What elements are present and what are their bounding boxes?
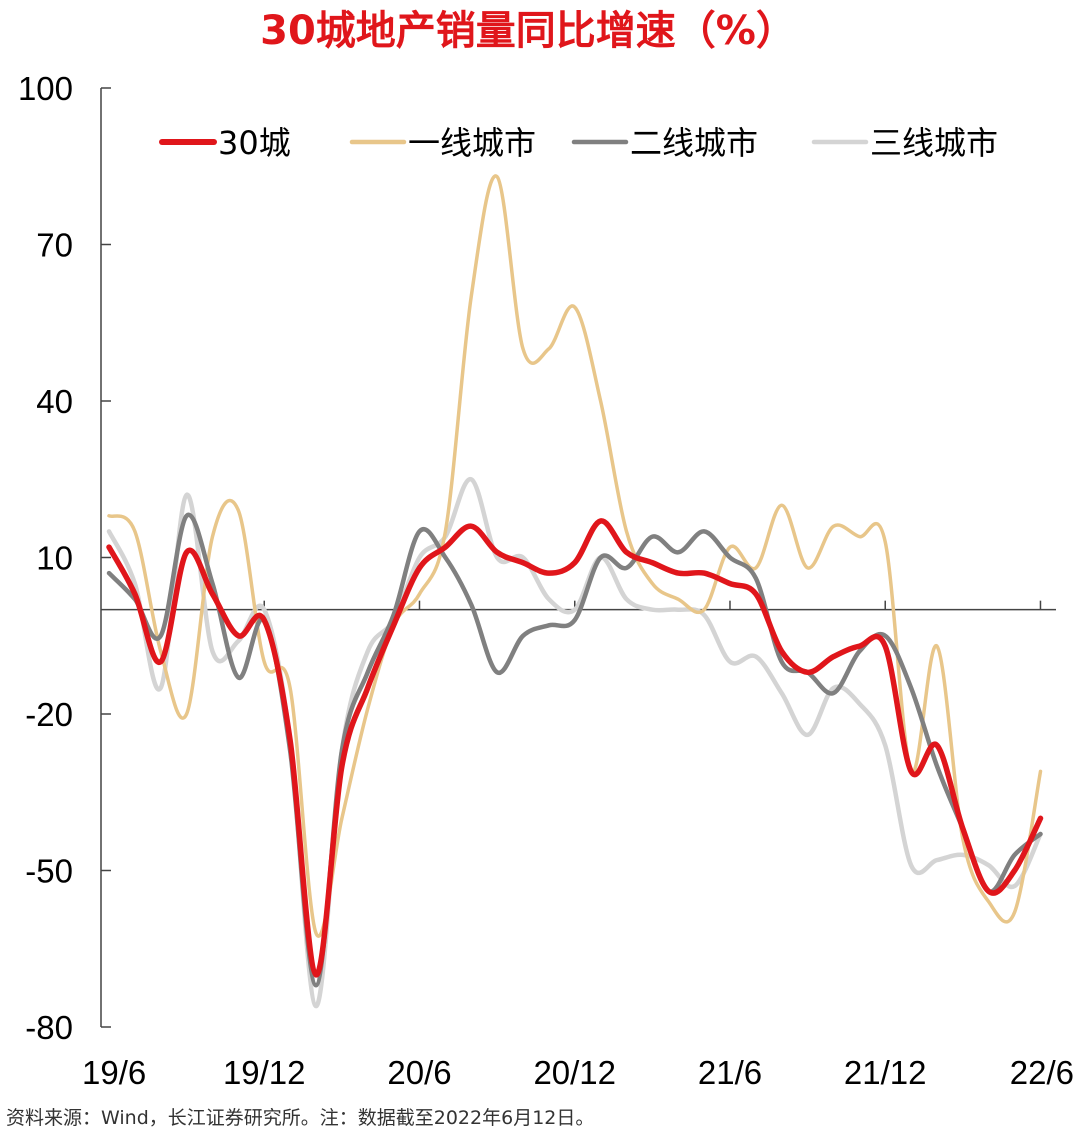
x-tick-label: 20/12 (533, 1054, 616, 1091)
legend: 30城 一线城市 二线城市 三线城市 (159, 124, 998, 162)
legend-label: 一线城市 (408, 124, 536, 162)
x-tick-label: 19/12 (223, 1054, 306, 1091)
legend-label: 三线城市 (870, 124, 998, 162)
legend-label: 30城 (218, 124, 291, 162)
series-line-0 (106, 518, 1044, 978)
series-line-2 (106, 512, 1043, 988)
y-tick-label: 70 (36, 227, 73, 264)
series-line-1 (107, 174, 1043, 938)
chart-title: 30城地产销量同比增速（%） (260, 8, 796, 54)
x-tick-label: 21/6 (698, 1054, 762, 1091)
series-lines (106, 174, 1044, 1009)
legend-label: 二线城市 (630, 124, 758, 162)
series-line-3 (106, 477, 1043, 1009)
y-tick-label: 10 (36, 540, 73, 577)
y-tick-label: -50 (25, 853, 73, 890)
y-tick-label: -80 (25, 1009, 73, 1046)
x-tick-label: 21/12 (844, 1054, 927, 1091)
x-tick-label: 22/6 (1010, 1054, 1074, 1091)
y-tick-label: 100 (18, 70, 73, 107)
x-tick-label: 20/6 (387, 1054, 451, 1091)
y-tick-label: 40 (36, 383, 73, 420)
y-tick-label: -20 (25, 696, 73, 733)
source-note: 资料来源：Wind，长江证券研究所。注：数据截至2022年6月12日。 (6, 1107, 594, 1129)
x-tick-label: 19/6 (82, 1054, 146, 1091)
